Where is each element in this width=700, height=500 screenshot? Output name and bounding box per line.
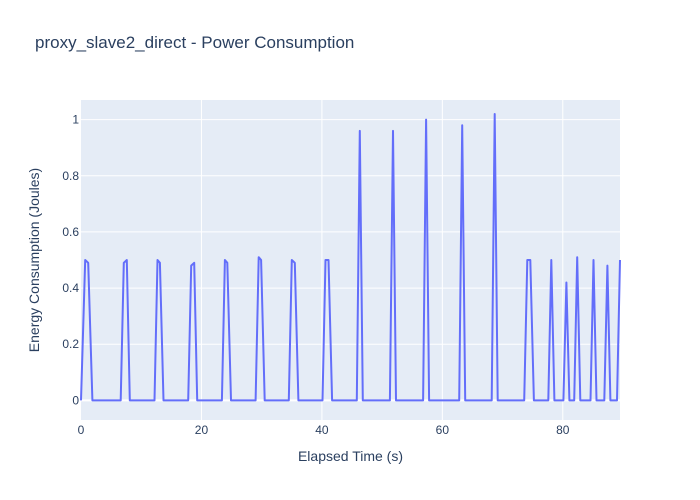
x-tick-label: 80: [556, 423, 570, 437]
y-tick-label: 1: [72, 113, 79, 127]
series-line: [80, 113, 621, 402]
y-tick-label: 0.2: [62, 337, 79, 351]
y-tick-label: 0.4: [62, 281, 79, 295]
x-tick-label: 40: [315, 423, 329, 437]
x-tick-label: 20: [195, 423, 209, 437]
y-tick-label: 0: [72, 393, 79, 407]
x-tick-label: 60: [436, 423, 450, 437]
y-axis-title: Energy Consumption (Joules): [26, 168, 42, 352]
y-tick-label: 0.8: [62, 169, 79, 183]
y-tick-label: 0.6: [62, 225, 79, 239]
tick-labels: 0 20 40 60 80 0 0.2 0.4 0.6 0.8 1: [62, 113, 569, 437]
x-tick-label: 0: [78, 423, 85, 437]
x-axis-title: Elapsed Time (s): [298, 448, 403, 464]
chart-title: proxy_slave2_direct - Power Consumption: [35, 33, 355, 52]
series-layer: [80, 113, 621, 402]
